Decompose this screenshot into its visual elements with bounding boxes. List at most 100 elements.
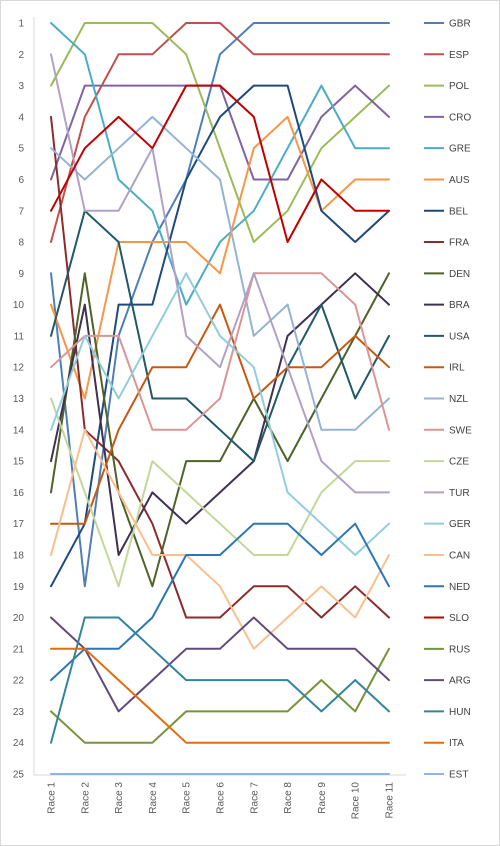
legend-label: ESP xyxy=(449,50,469,61)
legend-item-ger: GER xyxy=(424,519,471,530)
x-tick-label: Race 8 xyxy=(283,782,294,814)
legend-item-bra: BRA xyxy=(424,300,470,311)
legend-label: SLO xyxy=(449,613,469,624)
legend-item-cro: CRO xyxy=(424,112,471,123)
legend-label: GRE xyxy=(449,144,471,155)
x-tick-label: Race 9 xyxy=(317,782,328,814)
legend-item-slo: SLO xyxy=(424,613,469,624)
y-tick-label: 14 xyxy=(13,425,25,436)
legend-item-est: EST xyxy=(424,770,468,781)
legend-label: CAN xyxy=(449,550,470,561)
legend-label: IRL xyxy=(449,363,465,374)
legend-item-gbr: GBR xyxy=(424,19,471,30)
legend-item-can: CAN xyxy=(424,550,470,561)
chart-axes: 1234567891011121314151617181920212223242… xyxy=(13,17,406,819)
x-tick-label: Race 1 xyxy=(47,782,58,814)
series-line-nzl xyxy=(50,115,390,431)
x-tick-label: Race 3 xyxy=(114,782,125,814)
y-tick-label: 3 xyxy=(18,81,24,92)
legend-label: BEL xyxy=(449,206,468,217)
legend-item-swe: SWE xyxy=(424,425,472,436)
legend-item-cze: CZE xyxy=(424,457,469,468)
series-line-ned xyxy=(50,522,390,682)
y-tick-label: 18 xyxy=(13,550,25,561)
legend-label: GBR xyxy=(449,19,471,30)
y-tick-label: 6 xyxy=(18,175,24,186)
legend-item-hun: HUN xyxy=(424,707,471,718)
y-tick-label: 21 xyxy=(13,644,25,655)
x-tick-label: Race 6 xyxy=(216,782,227,814)
legend-label: ITA xyxy=(449,738,464,749)
y-tick-label: 20 xyxy=(13,613,25,624)
y-tick-label: 13 xyxy=(13,394,25,405)
legend-item-ned: NED xyxy=(424,582,470,593)
y-tick-label: 8 xyxy=(18,238,24,249)
series-line-can xyxy=(50,428,390,650)
legend: GBR ESP POL CRO GRE AUS BEL FRA DEN BRA USA IRL NZL S… xyxy=(424,19,472,781)
y-tick-label: 12 xyxy=(13,363,25,374)
y-tick-label: 7 xyxy=(18,206,24,217)
series-line-pol xyxy=(50,22,390,243)
y-tick-label: 10 xyxy=(13,300,25,311)
legend-item-ita: ITA xyxy=(424,738,464,749)
series-line-fra xyxy=(50,115,390,619)
y-tick-label: 16 xyxy=(13,488,25,499)
legend-label: ARG xyxy=(449,676,471,687)
series-line-tur xyxy=(50,53,390,494)
series-line-cze xyxy=(50,397,390,588)
series-line-swe xyxy=(50,272,390,431)
y-tick-label: 23 xyxy=(13,707,25,718)
legend-label: NED xyxy=(449,582,470,593)
legend-label: BRA xyxy=(449,300,470,311)
x-tick-label: Race 5 xyxy=(182,782,193,814)
legend-label: TUR xyxy=(449,488,470,499)
legend-item-usa: USA xyxy=(424,331,470,342)
legend-item-fra: FRA xyxy=(424,238,469,249)
y-tick-label: 22 xyxy=(13,676,25,687)
legend-label: EST xyxy=(449,770,468,781)
legend-label: CRO xyxy=(449,112,471,123)
y-tick-label: 24 xyxy=(13,738,25,749)
y-tick-label: 5 xyxy=(18,144,24,155)
series-line-aus xyxy=(50,115,390,400)
y-tick-label: 4 xyxy=(18,112,24,123)
series-line-slo xyxy=(50,84,390,243)
legend-item-irl: IRL xyxy=(424,363,465,374)
y-tick-label: 11 xyxy=(14,331,25,342)
series-line-arg xyxy=(50,616,390,713)
x-tick-label: Race 4 xyxy=(148,782,159,814)
y-tick-label: 19 xyxy=(13,582,25,593)
x-tick-label: Race 7 xyxy=(249,782,260,814)
series-line-hun xyxy=(50,616,390,744)
x-tick-label: Race 10 xyxy=(351,782,362,820)
legend-label: GER xyxy=(449,519,471,530)
legend-label: CZE xyxy=(449,457,469,468)
series-line-ger xyxy=(50,272,390,556)
series-line-usa xyxy=(50,209,390,463)
legend-item-aus: AUS xyxy=(424,175,470,186)
x-tick-label: Race 2 xyxy=(80,782,91,814)
legend-item-gre: GRE xyxy=(424,144,471,155)
series-line-gre xyxy=(50,22,390,306)
series-lines xyxy=(50,22,390,775)
y-tick-label: 1 xyxy=(18,19,24,30)
legend-item-tur: TUR xyxy=(424,488,470,499)
legend-item-nzl: NZL xyxy=(424,394,468,405)
series-line-ita xyxy=(50,647,390,744)
series-line-rus xyxy=(50,647,390,744)
series-line-den xyxy=(50,272,390,588)
y-tick-label: 2 xyxy=(18,50,24,61)
legend-item-bel: BEL xyxy=(424,206,468,217)
legend-label: HUN xyxy=(449,707,471,718)
legend-item-pol: POL xyxy=(424,81,469,92)
legend-label: AUS xyxy=(449,175,470,186)
legend-item-arg: ARG xyxy=(424,676,471,687)
legend-item-den: DEN xyxy=(424,269,470,280)
legend-label: USA xyxy=(449,331,470,342)
y-tick-label: 9 xyxy=(18,269,24,280)
y-tick-label: 17 xyxy=(13,519,25,530)
legend-item-rus: RUS xyxy=(424,644,470,655)
legend-label: RUS xyxy=(449,644,470,655)
series-line-irl xyxy=(50,303,390,525)
